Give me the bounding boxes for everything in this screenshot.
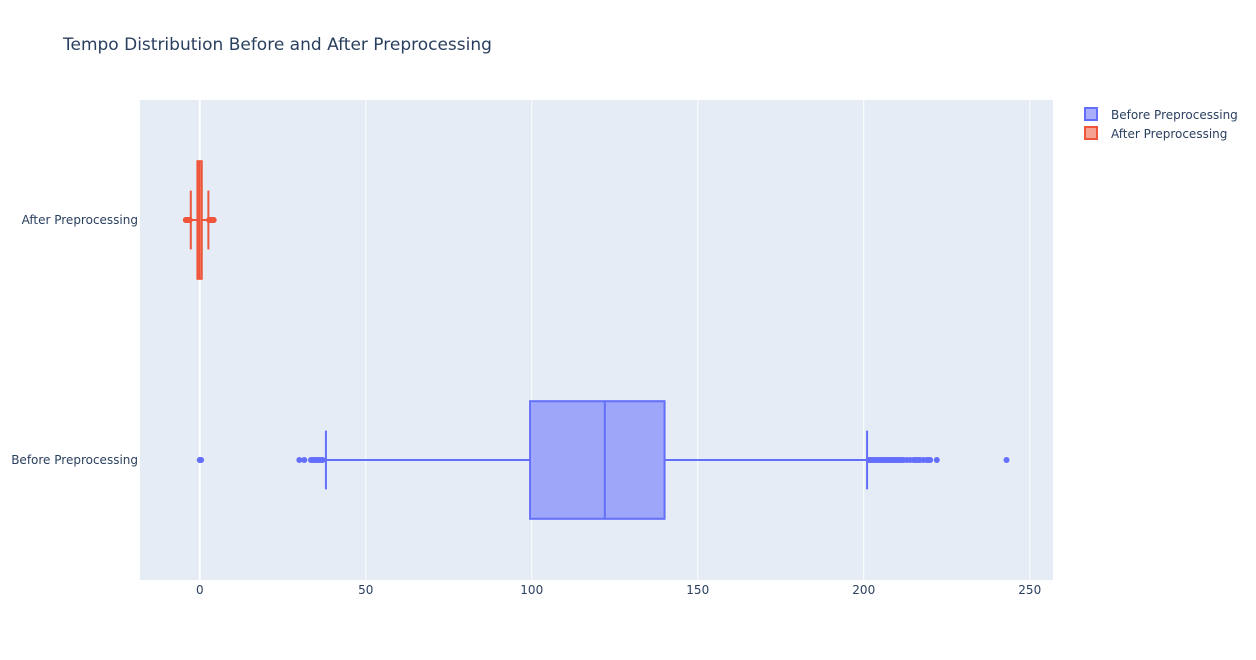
legend-swatch [1084,126,1098,140]
box-iqr [529,400,666,520]
outlier-point [933,457,940,463]
legend[interactable]: Before Preprocessing After Preprocessing [1084,107,1238,141]
x-tick-label: 200 [852,583,875,597]
x-tick-label: 250 [1018,583,1041,597]
y-axis-labels: After Preprocessing Before Preprocessing [11,213,138,467]
outlier-point [319,457,326,463]
outlier-point [198,457,205,463]
outlier-point [1003,457,1010,463]
y-tick-label: After Preprocessing [22,213,138,227]
legend-label: After Preprocessing [1111,127,1227,141]
legend-swatch [1084,107,1098,121]
outlier-point [301,457,308,463]
legend-item[interactable]: Before Preprocessing [1084,107,1238,122]
outlier-point [186,217,193,223]
legend-item[interactable]: After Preprocessing [1084,126,1227,141]
x-tick-label: 100 [520,583,543,597]
outlier-point [927,457,934,463]
outlier-point [296,457,303,463]
chart-title: Tempo Distribution Before and After Prep… [62,35,492,55]
x-axis-ticks: 0 50 100 150 200 250 [196,583,1041,597]
x-tick-label: 50 [358,583,373,597]
outlier-point [210,217,217,223]
x-tick-label: 150 [686,583,709,597]
box-plots [182,160,1010,520]
box-trace[interactable] [182,160,217,280]
box-trace[interactable] [196,400,1010,520]
legend-label: Before Preprocessing [1111,108,1238,122]
x-tick-label: 0 [196,583,204,597]
y-tick-label: Before Preprocessing [11,453,138,467]
